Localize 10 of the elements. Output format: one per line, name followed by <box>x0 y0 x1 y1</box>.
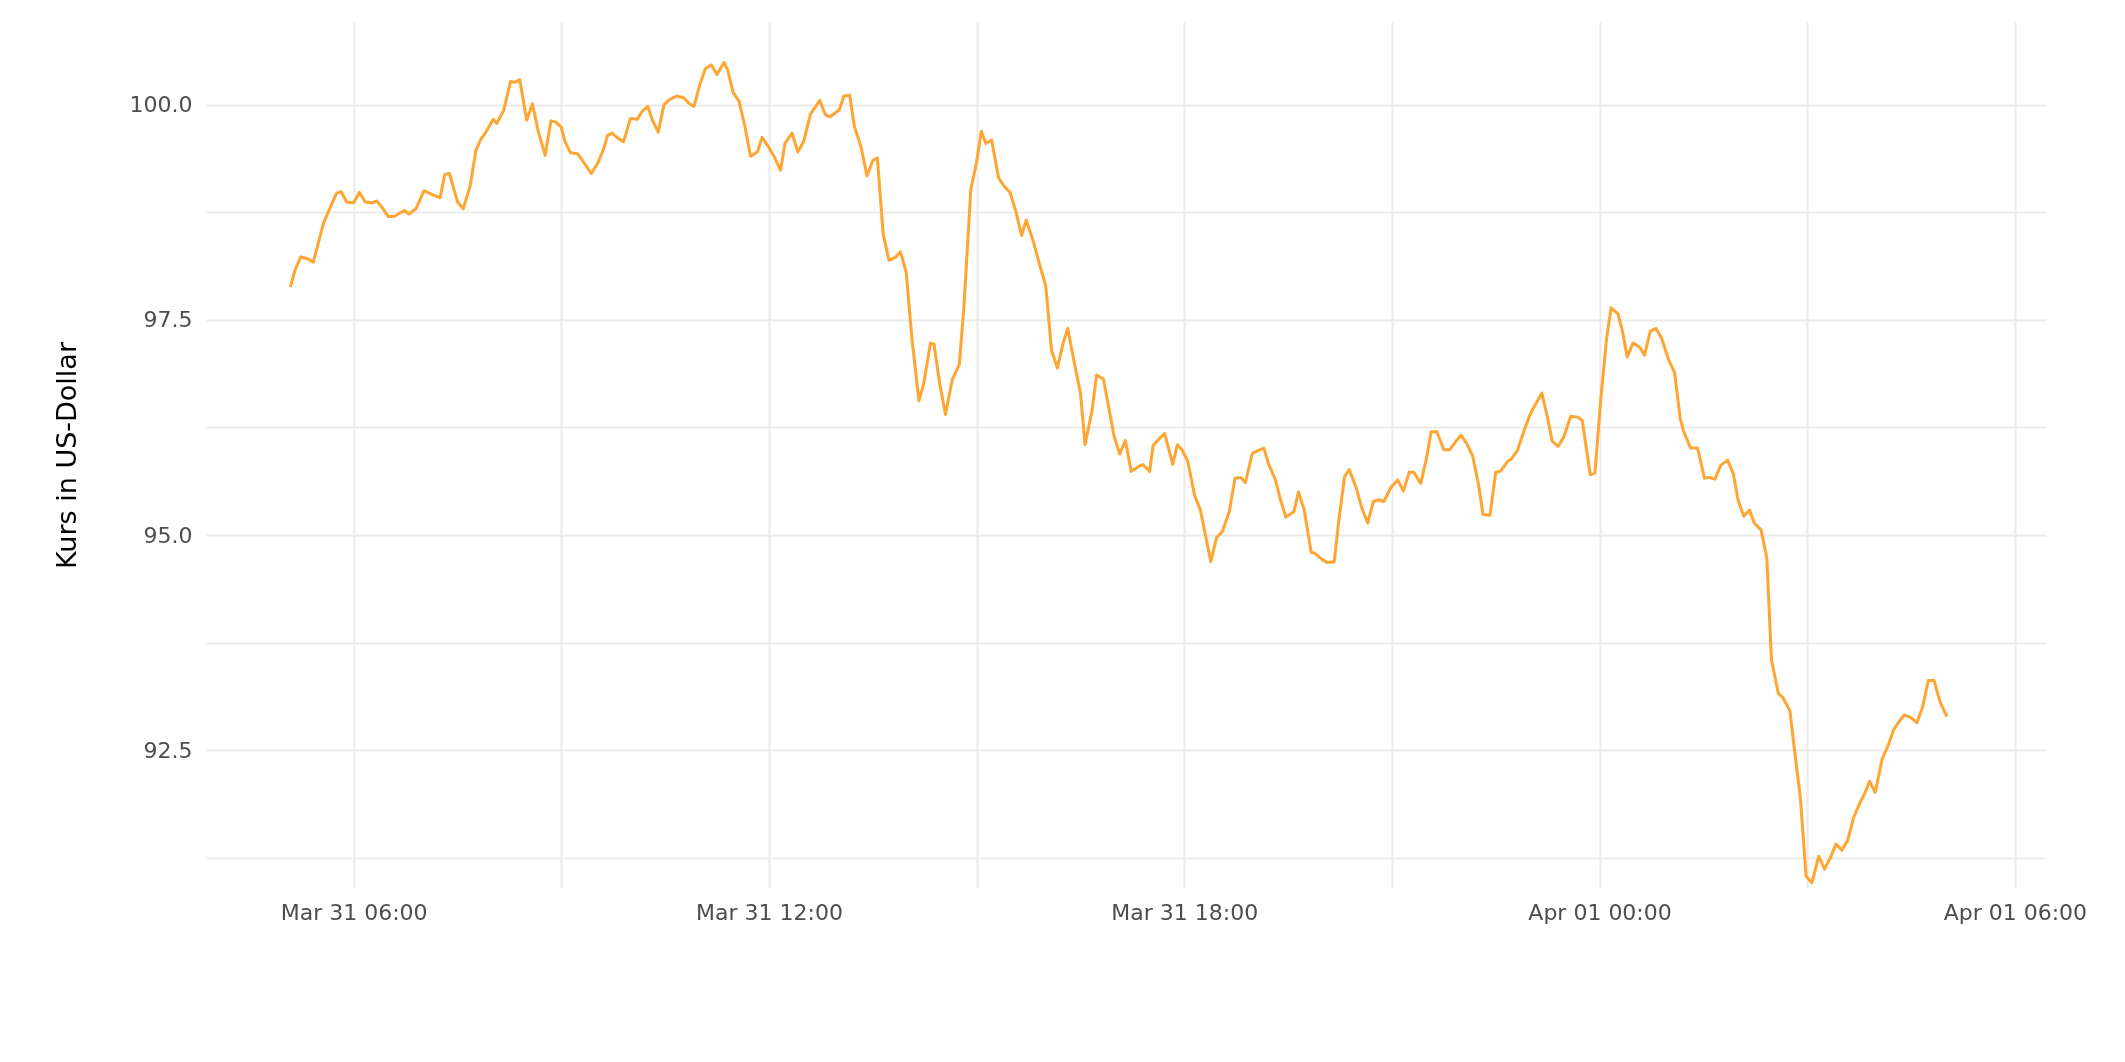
x-tick-label: Apr 01 00:00 <box>1528 899 1672 925</box>
y-tick-label: 100.0 <box>129 92 193 118</box>
y-tick-label: 97.5 <box>143 307 193 333</box>
y-tick-label: 92.5 <box>143 737 193 763</box>
y-axis-title: Kurs in US-Dollar <box>50 341 82 570</box>
x-tick-label: Mar 31 12:00 <box>696 899 843 925</box>
y-tick-label: 95.0 <box>143 522 193 548</box>
x-tick-label: Mar 31 18:00 <box>1111 899 1259 925</box>
x-tick-label: Mar 31 06:00 <box>280 899 428 925</box>
x-tick-label: Apr 01 06:00 <box>1943 899 2088 925</box>
